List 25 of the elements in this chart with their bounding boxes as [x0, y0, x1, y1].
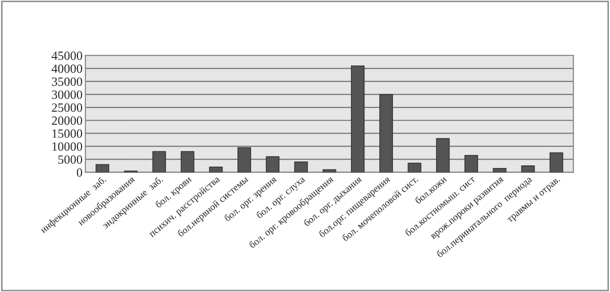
bar — [550, 152, 564, 172]
y-tick-label: 0 — [76, 168, 82, 177]
y-tick-label: 40000 — [52, 64, 82, 73]
bar — [408, 162, 422, 172]
bar — [294, 161, 308, 172]
bar — [237, 147, 252, 172]
y-tick-label: 5000 — [58, 155, 82, 164]
bar — [436, 138, 450, 172]
bar — [379, 94, 393, 172]
bar — [521, 165, 535, 172]
y-tick-label: 45000 — [52, 52, 82, 60]
bar — [350, 65, 365, 172]
y-tick-label: 30000 — [52, 90, 82, 99]
y-tick-label: 15000 — [52, 129, 82, 138]
y-tick-label: 20000 — [52, 116, 82, 125]
bar — [180, 151, 194, 172]
y-tick-label: 25000 — [52, 103, 82, 112]
bar — [152, 151, 166, 172]
bar — [464, 154, 478, 172]
bar — [209, 166, 223, 172]
bar — [492, 168, 506, 172]
bar — [96, 164, 110, 172]
y-tick-label: 35000 — [52, 77, 82, 86]
y-tick-label: 10000 — [52, 142, 82, 151]
bar — [266, 156, 280, 172]
